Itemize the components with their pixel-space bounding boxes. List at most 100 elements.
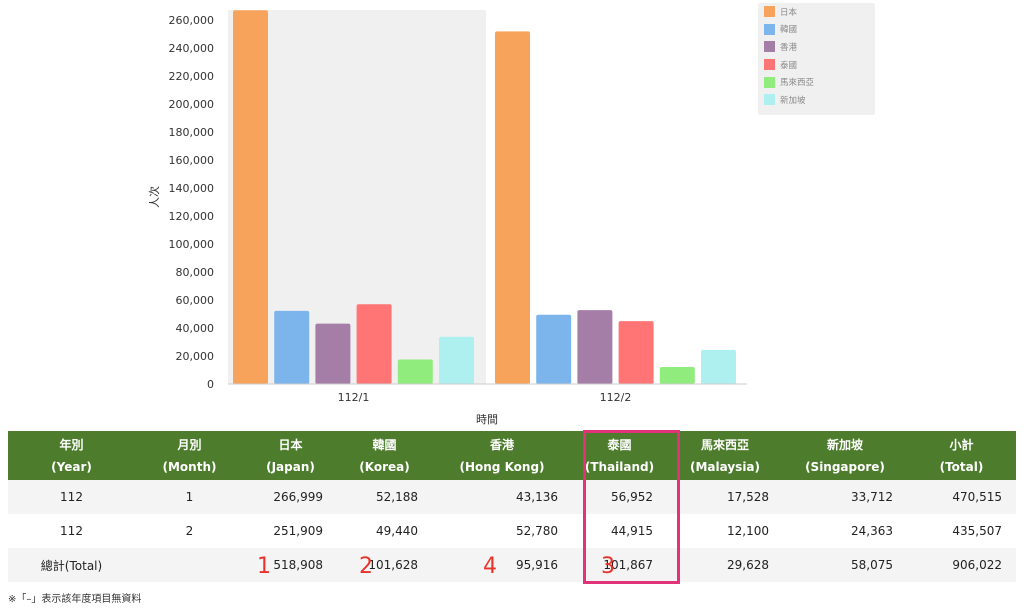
bar[interactable] (495, 31, 530, 385)
x-tick-label: 112/1 (338, 391, 370, 404)
y-tick-label: 40,000 (176, 322, 215, 335)
y-tick-label: 140,000 (169, 182, 215, 195)
legend-item[interactable]: 泰國 (758, 56, 875, 74)
table-header-cell: 日本 (Japan) (244, 431, 337, 480)
legend-item[interactable]: 新加坡 (758, 91, 875, 109)
table-cell: 95,916 (432, 548, 572, 582)
table-cell (135, 548, 244, 582)
table-cell: 251,909 (244, 514, 337, 548)
bar[interactable] (618, 321, 654, 384)
table-cell: 1 (135, 480, 244, 514)
table-cell: 112 (8, 480, 135, 514)
x-axis-title: 時間 (476, 413, 498, 426)
table-header-cell: 新加坡 (Singapore) (783, 431, 907, 480)
table-cell: 43,136 (432, 480, 572, 514)
table-cell: 101,867 (572, 548, 667, 582)
table-cell: 470,515 (907, 480, 1016, 514)
legend-item[interactable]: 日本 (758, 3, 875, 21)
legend-swatch (764, 76, 775, 88)
table-cell: 52,780 (432, 514, 572, 548)
table-cell: 12,100 (667, 514, 783, 548)
header-label-zh: 小計 (949, 437, 974, 452)
bar[interactable] (577, 310, 613, 384)
table-header-cell: 年別 (Year) (8, 431, 135, 480)
header-label-zh: 韓國 (372, 437, 397, 452)
rank-mark-hong-kong: 4 (483, 554, 497, 579)
table-header-cell: 小計 (Total) (907, 431, 1016, 480)
bar[interactable] (274, 310, 310, 384)
bar[interactable] (356, 304, 392, 384)
legend-swatch (764, 94, 775, 106)
table-cell: 2 (135, 514, 244, 548)
legend-swatch (764, 6, 775, 18)
y-tick-label: 220,000 (169, 70, 215, 83)
chart-legend: 日本韓國香港泰國馬來西亞新加坡 (758, 3, 875, 115)
y-tick-label: 80,000 (176, 266, 215, 279)
table-row: 112 1 266,999 52,188 43,136 56,952 17,528 33,71… (8, 480, 1016, 514)
legend-item[interactable]: 韓國 (758, 21, 875, 39)
bar-chart: 0 20,000 40,000 60,000 80,000 100,000 120,000 1… (147, 10, 747, 426)
table-cell: 518,908 (244, 548, 337, 582)
y-tick-label: 100,000 (169, 238, 215, 251)
footnote: ※「–」表示該年度項目無資料 (8, 594, 142, 605)
bar[interactable] (536, 314, 572, 384)
header-label-en: (Malaysia) (689, 459, 761, 474)
table-cell: 29,628 (667, 548, 783, 582)
table-cell: 112 (8, 514, 135, 548)
legend-item[interactable]: 馬來西亞 (758, 73, 875, 91)
legend-label: 馬來西亞 (780, 78, 815, 89)
bar[interactable] (315, 323, 351, 384)
legend-swatch (764, 23, 775, 35)
table-header-cell: 泰國 (Thailand) (572, 431, 667, 480)
y-tick-label: 260,000 (169, 14, 215, 27)
table-header-cell: 香港 (Hong Kong) (432, 431, 572, 480)
bar[interactable] (233, 10, 268, 385)
y-tick-label: 240,000 (169, 42, 215, 55)
header-label-en: (Thailand) (584, 459, 655, 474)
table-cell: 總計(Total) (8, 548, 135, 582)
table-header-cell: 韓國 (Korea) (337, 431, 432, 480)
y-tick-label: 20,000 (176, 350, 215, 363)
data-table: 年別 (Year) 月別 (Month) 日本 (Japan) 韓國 (Korea) 香港 (Ho… (8, 431, 1016, 582)
table-total-row: 總計(Total) 518,908 101,628 95,916 101,867 29,6… (8, 548, 1016, 582)
legend-swatch (764, 41, 775, 53)
legend-label: 日本 (780, 7, 798, 18)
y-tick-label: 60,000 (176, 294, 215, 307)
y-tick-label: 180,000 (169, 126, 215, 139)
legend-swatch (764, 59, 775, 71)
x-tick-label: 112/2 (600, 391, 632, 404)
y-tick-label: 160,000 (169, 154, 215, 167)
table-cell: 49,440 (337, 514, 432, 548)
table-cell: 44,915 (572, 514, 667, 548)
bar[interactable] (701, 349, 736, 384)
table-cell: 52,188 (337, 480, 432, 514)
legend-label: 韓國 (780, 25, 798, 36)
y-tick-label: 0 (207, 378, 214, 391)
table-cell: 101,628 (337, 548, 432, 582)
table-cell: 17,528 (667, 480, 783, 514)
table-row: 112 2 251,909 49,440 52,780 44,915 12,100 24,36… (8, 514, 1016, 548)
y-tick-label: 120,000 (169, 210, 215, 223)
rank-mark-korea: 2 (359, 554, 373, 579)
header-label-zh: 馬來西亞 (700, 437, 749, 452)
table-cell: 24,363 (783, 514, 907, 548)
table-cell: 33,712 (783, 480, 907, 514)
legend-label: 新加坡 (780, 95, 806, 106)
header-label-en: (Japan) (266, 459, 315, 474)
legend-label: 泰國 (780, 60, 798, 71)
header-label-en: (Korea) (359, 459, 410, 474)
legend-item[interactable]: 香港 (758, 38, 875, 56)
bar[interactable] (439, 336, 474, 384)
header-label-zh: 年別 (59, 437, 84, 452)
table-header-row: 年別 (Year) 月別 (Month) 日本 (Japan) 韓國 (Korea) 香港 (Ho… (8, 431, 1016, 480)
table-header-cell: 馬來西亞 (Malaysia) (667, 431, 783, 480)
table-cell: 56,952 (572, 480, 667, 514)
rank-mark-japan: 1 (257, 554, 271, 579)
y-axis-title: 人次 (147, 186, 161, 208)
bar[interactable] (397, 359, 433, 384)
bars (233, 10, 736, 385)
table-cell: 58,075 (783, 548, 907, 582)
header-label-zh: 日本 (278, 437, 303, 452)
bar[interactable] (659, 367, 695, 384)
header-label-zh: 月別 (177, 437, 202, 452)
